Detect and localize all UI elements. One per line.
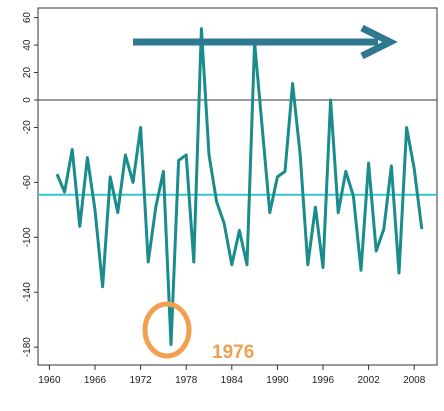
annotation: 1976	[212, 342, 254, 363]
x-tick-label: 1972	[129, 375, 152, 386]
y-tick-label: 20	[22, 67, 33, 79]
x-tick-label: 1966	[84, 375, 107, 386]
y-tick-label: 0	[22, 97, 33, 103]
y-tick-label: 60	[22, 12, 33, 24]
x-tick-label: 2008	[403, 375, 426, 386]
x-tick-label: 1984	[221, 375, 244, 386]
x-tick-label: 2002	[357, 375, 380, 386]
x-tick-label: 1990	[266, 375, 289, 386]
arrow	[133, 24, 398, 60]
y-tick-label: -180	[22, 337, 33, 357]
y-tick-label: -60	[22, 175, 33, 190]
x-tick-label: 1978	[175, 375, 198, 386]
highlight-circle	[142, 301, 192, 359]
y-tick-label: -100	[22, 227, 33, 247]
x-tick-label: 1996	[312, 375, 335, 386]
y-tick-label: -140	[22, 282, 33, 302]
plot-frame	[37, 7, 438, 366]
x-tick-label: 1960	[38, 375, 61, 386]
y-tick-label: 40	[22, 39, 33, 51]
y-tick-label: -20	[22, 120, 33, 135]
data-line	[55, 27, 424, 346]
